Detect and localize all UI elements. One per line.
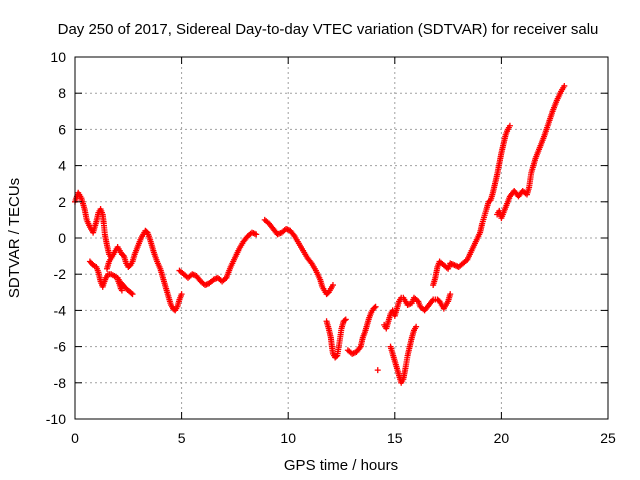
- y-tick-label: -6: [54, 339, 67, 355]
- data-point-marker: [129, 291, 136, 298]
- series-segment: [381, 291, 454, 332]
- data-point-marker: [374, 367, 381, 374]
- y-tick-label: -2: [54, 266, 67, 282]
- data-point-marker: [413, 323, 420, 330]
- data-point-marker: [561, 82, 568, 89]
- x-tick-label: 0: [71, 430, 79, 446]
- data-point-marker: [128, 290, 135, 297]
- data-point-marker: [372, 303, 379, 310]
- data-point-marker: [253, 231, 260, 238]
- x-tick-label: 10: [280, 430, 296, 446]
- data-point-marker: [447, 291, 454, 298]
- data-point-marker: [178, 291, 185, 298]
- data-point-marker: [371, 304, 378, 311]
- data-point-marker: [333, 353, 340, 360]
- y-axis-label: SDTVAR / TECUs: [6, 178, 23, 298]
- y-tick-label: 10: [50, 49, 66, 65]
- y-tick-label: 0: [58, 230, 66, 246]
- x-tick-label: 5: [178, 430, 186, 446]
- series-markers: [72, 82, 568, 386]
- series-segment: [261, 216, 336, 298]
- data-point-marker: [342, 316, 349, 323]
- x-axis-ticks: 0 5 10 15 20 25: [71, 57, 616, 446]
- data-point-marker: [341, 317, 348, 324]
- x-tick-label: 20: [494, 430, 510, 446]
- chart-title: Day 250 of 2017, Sidereal Day-to-day VTE…: [58, 21, 599, 38]
- y-tick-label: 4: [58, 158, 66, 174]
- data-point-marker: [506, 122, 513, 129]
- series-segment: [387, 323, 420, 386]
- y-tick-label: 8: [58, 85, 66, 101]
- x-axis-label: GPS time / hours: [284, 457, 398, 474]
- y-tick-label: 2: [58, 194, 66, 210]
- series-segment: [176, 229, 260, 289]
- grid: [75, 57, 608, 419]
- x-tick-label: 25: [600, 430, 616, 446]
- series-segment: [72, 189, 115, 261]
- y-axis-ticks: -10 -8 -6 -4 -2 0 2 4 6 8 10: [46, 49, 608, 427]
- y-tick-label: -8: [54, 375, 67, 391]
- series-segment: [344, 303, 379, 357]
- y-tick-label: 6: [58, 121, 66, 137]
- series-segment: [114, 276, 125, 294]
- x-tick-label: 15: [387, 430, 403, 446]
- data-point-marker: [329, 282, 336, 289]
- series-segment: [86, 258, 136, 298]
- data-point-marker: [118, 287, 125, 294]
- y-tick-label: -10: [46, 411, 66, 427]
- series-segment: [494, 82, 568, 222]
- series-segment: [103, 227, 185, 314]
- series-segment: [430, 122, 513, 289]
- series-segment: [374, 367, 381, 374]
- y-tick-label: -4: [54, 302, 67, 318]
- series-segment: [323, 316, 349, 361]
